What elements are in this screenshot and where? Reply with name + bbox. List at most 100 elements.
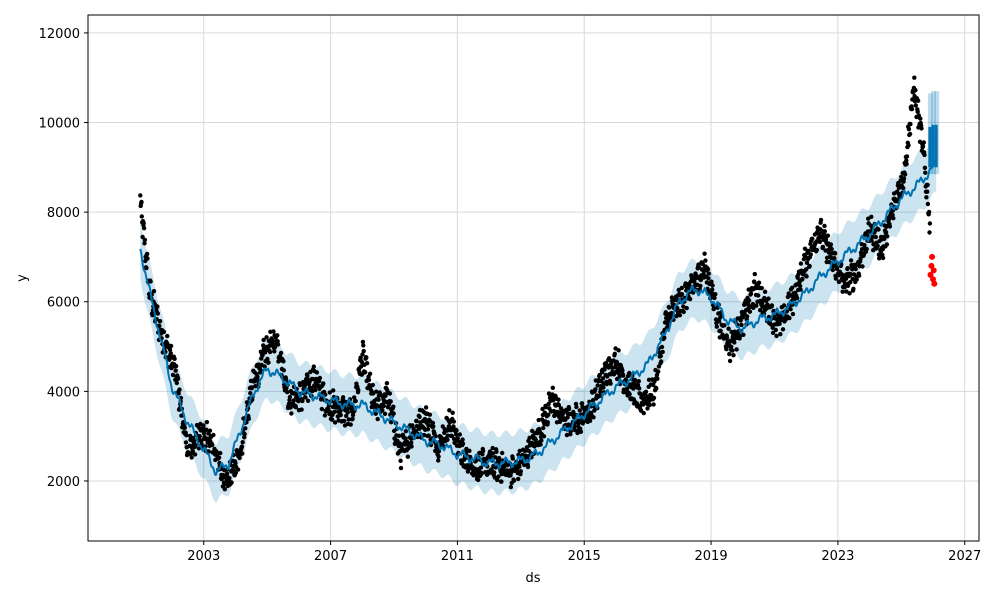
observed-point (546, 412, 551, 417)
observed-point (157, 323, 162, 328)
observed-point (377, 391, 383, 396)
x-tick-label: 2003 (187, 549, 220, 564)
observed-point (301, 379, 306, 385)
observed-point (536, 417, 541, 423)
observed-point (375, 416, 380, 422)
observed-point (922, 152, 927, 158)
observed-point (460, 441, 466, 446)
x-tick-label: 2019 (695, 549, 728, 564)
observed-point (882, 236, 887, 242)
observed-point (175, 376, 181, 381)
observed-point (148, 279, 153, 284)
observed-point (285, 389, 290, 395)
observed-point (311, 364, 316, 369)
observed-point (726, 326, 731, 331)
observed-point (363, 370, 368, 375)
observed-point (804, 274, 809, 279)
observed-point (454, 428, 459, 433)
observed-point (714, 324, 719, 329)
observed-point (203, 427, 209, 432)
observed-point (145, 256, 150, 261)
observed-point (925, 182, 930, 188)
observed-point (197, 434, 202, 439)
observed-point (173, 368, 178, 373)
observed-point (710, 287, 715, 292)
observed-point (551, 408, 557, 414)
observed-point (264, 335, 269, 340)
observed-point (219, 476, 224, 482)
observed-point (270, 338, 275, 343)
observed-point (494, 449, 499, 454)
observed-point (592, 408, 597, 413)
observed-point (272, 349, 277, 354)
observed-point (396, 433, 402, 438)
observed-point (541, 434, 547, 439)
observed-point (479, 471, 484, 476)
observed-point (738, 318, 743, 323)
observed-point (367, 371, 373, 376)
observed-point (218, 450, 223, 456)
observed-point (787, 315, 792, 321)
observed-point (480, 448, 486, 454)
observed-point (797, 283, 803, 289)
observed-point (172, 356, 177, 361)
observed-point (242, 431, 247, 437)
observed-point (727, 351, 732, 357)
observed-point (210, 442, 215, 448)
observed-point (643, 389, 649, 394)
observed-point (291, 398, 296, 403)
anomaly-point (931, 280, 938, 287)
observed-point (490, 445, 495, 451)
observed-point (674, 314, 679, 319)
observed-point (566, 406, 572, 412)
observed-point (884, 242, 890, 247)
observed-point (426, 433, 431, 438)
observed-point (299, 407, 304, 412)
observed-point (774, 333, 779, 339)
observed-point (832, 251, 838, 256)
observed-point (739, 322, 744, 328)
observed-point (825, 233, 831, 238)
observed-point (756, 293, 761, 298)
observed-point (317, 375, 323, 381)
observed-point (820, 244, 826, 249)
observed-point (364, 361, 370, 366)
observed-point (759, 285, 764, 291)
observed-point (595, 383, 600, 388)
observed-point (600, 376, 606, 381)
observed-point (366, 377, 372, 383)
observed-point (161, 329, 167, 334)
observed-point (322, 413, 328, 418)
observed-point (608, 381, 613, 386)
observed-point (447, 408, 452, 413)
observed-point (167, 347, 173, 352)
observed-point (773, 327, 778, 333)
observed-point (451, 419, 456, 424)
observed-point (272, 344, 278, 350)
observed-point (496, 474, 501, 479)
observed-point (216, 455, 222, 460)
observed-point (449, 433, 455, 439)
observed-point (493, 455, 498, 460)
observed-point (165, 333, 170, 339)
observed-point (814, 247, 819, 253)
observed-point (300, 398, 305, 404)
observed-point (376, 397, 381, 402)
observed-point (692, 279, 697, 284)
observed-point (473, 466, 478, 472)
observed-point (358, 355, 363, 360)
observed-point (766, 296, 771, 301)
observed-point (342, 418, 347, 424)
observed-point (169, 365, 174, 371)
observed-point (451, 424, 456, 429)
observed-point (606, 356, 612, 361)
observed-point (740, 315, 746, 320)
observed-point (425, 427, 431, 432)
observed-point (641, 410, 646, 416)
observed-point (709, 279, 714, 284)
observed-point (887, 224, 893, 229)
observed-point (724, 335, 730, 340)
observed-point (574, 404, 579, 410)
observed-point (414, 418, 419, 424)
observed-point (705, 266, 711, 272)
